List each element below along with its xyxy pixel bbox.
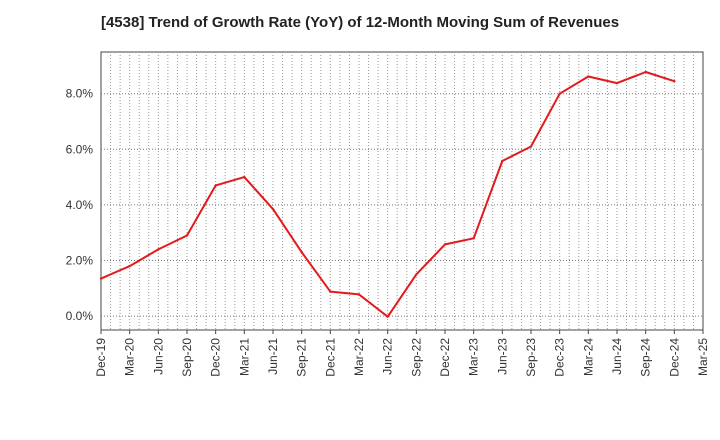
x-tick-label: Sep-21 — [295, 338, 309, 377]
data-point — [243, 175, 246, 179]
x-tick-label: Jun-21 — [266, 338, 280, 375]
data-point — [673, 79, 676, 83]
y-tick-label: 4.0% — [66, 198, 94, 212]
x-tick-label: Mar-25 — [696, 338, 710, 376]
x-tick-label: Sep-24 — [639, 338, 653, 377]
data-point — [99, 277, 103, 280]
data-point — [501, 159, 504, 163]
x-tick-label: Dec-24 — [667, 338, 681, 377]
data-point — [558, 92, 561, 95]
y-tick-label: 6.0% — [66, 142, 94, 156]
data-point — [185, 234, 189, 237]
data-point — [157, 248, 160, 251]
data-point — [300, 250, 303, 254]
data-point — [615, 81, 619, 85]
data-point — [214, 184, 217, 187]
x-tick-label: Mar-21 — [237, 338, 251, 376]
data-point — [587, 75, 590, 78]
data-point — [386, 315, 389, 318]
x-tick-label: Mar-20 — [123, 338, 137, 376]
data-point — [443, 243, 447, 246]
y-tick-label: 0.0% — [66, 309, 94, 323]
y-tick-label: 2.0% — [66, 254, 94, 268]
x-tick-label: Jun-24 — [610, 338, 624, 375]
x-tick-label: Mar-24 — [581, 338, 595, 376]
data-point — [271, 207, 275, 211]
x-tick-label: Dec-23 — [553, 338, 567, 377]
x-tick-label: Sep-20 — [180, 338, 194, 377]
data-point — [357, 293, 361, 296]
x-tick-label: Sep-23 — [524, 338, 538, 377]
x-tick-label: Dec-19 — [94, 338, 108, 377]
x-tick-label: Dec-21 — [323, 338, 337, 377]
data-point — [472, 237, 475, 240]
x-tick-label: Dec-20 — [209, 338, 223, 377]
data-point — [644, 70, 647, 74]
y-tick-label: 8.0% — [66, 87, 94, 101]
data-point — [529, 145, 533, 148]
x-tick-label: Jun-22 — [381, 338, 395, 375]
x-tick-label: Jun-20 — [151, 338, 165, 375]
data-point — [329, 290, 332, 293]
data-point — [415, 273, 418, 276]
x-tick-label: Sep-22 — [409, 338, 423, 377]
x-tick-label: Mar-23 — [467, 338, 481, 376]
x-tick-label: Dec-22 — [438, 338, 452, 377]
data-point — [128, 264, 131, 268]
plot-area — [100, 51, 704, 331]
x-tick-label: Jun-23 — [495, 338, 509, 375]
x-tick-label: Mar-22 — [352, 338, 366, 376]
chart-title: [4538] Trend of Growth Rate (YoY) of 12-… — [100, 14, 620, 31]
